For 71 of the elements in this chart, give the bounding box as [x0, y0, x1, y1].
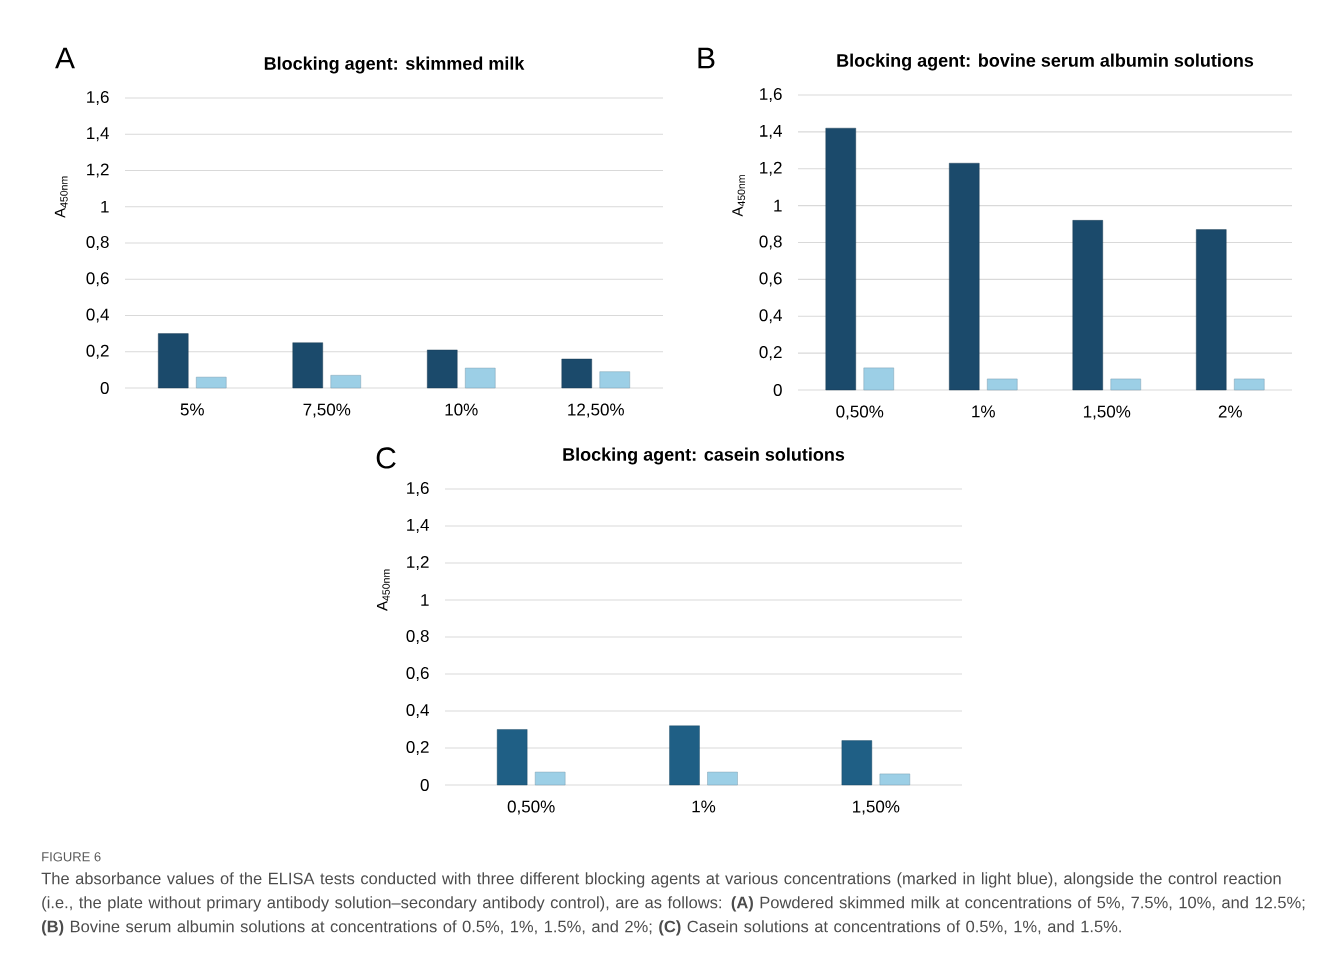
bar	[196, 376, 227, 389]
bar	[1110, 378, 1141, 391]
y-tick-label: 1,4	[407, 519, 429, 533]
bar	[1072, 220, 1103, 391]
y-tick-label: 1,6	[760, 87, 782, 103]
x-tick-label: 7,50%	[303, 403, 351, 418]
bar	[599, 371, 630, 389]
y-tick-label: 1,2	[760, 161, 782, 176]
bar	[292, 342, 323, 389]
bar	[1234, 378, 1265, 391]
text: C	[376, 447, 396, 469]
x-tick-label: 0,50%	[836, 405, 884, 420]
y-tick-label: 0,8	[759, 235, 782, 250]
y-tick-label: 1,2	[87, 163, 109, 178]
y-tick-label: 0,2	[759, 346, 782, 361]
x-tick-label: 0,50%	[507, 800, 555, 815]
y-tick-label: 0,4	[759, 309, 782, 324]
y-tick-label: 0	[773, 383, 782, 397]
y-tick-label: 0,8	[86, 235, 109, 251]
bar	[987, 378, 1018, 391]
x-tick-label: 1,50%	[1083, 405, 1131, 420]
y-tick-label: 1,2	[407, 555, 429, 571]
text: The absorbance values of the ELISA tests conducted with three different blocking agents at various concentrations (marked in light blue), alongside the control reaction (i.e., the plate without primary antibody solution–secondary antibody control), are as follows: (A) Powdered skimmed milk at concentrations of 5%, 7.5%, 10%, and 12.5%; (B) Bovine serum albumin solutions at concentrations of 0.5%, 1%, 1.5%, and 2%; (C) Casein solutions at concentrations of 0.5%, 1%, and 1.5%.	[41, 872, 1305, 936]
bar	[496, 729, 528, 786]
text: A	[55, 47, 75, 69]
x-tick-label: 12,50%	[568, 403, 624, 418]
y-tick-label: 1,4	[87, 127, 109, 142]
x-tick-label: 5%	[180, 403, 204, 416]
y-tick-label: 0,6	[86, 272, 109, 287]
bar	[949, 163, 980, 391]
y-tick-label: 1	[421, 594, 429, 606]
bar	[669, 725, 700, 786]
bar	[825, 127, 856, 391]
y-tick-label: 0,2	[406, 740, 429, 756]
y-tick-label: 1,6	[407, 481, 429, 497]
y-tick-label: 0,4	[406, 703, 429, 719]
y-tick-label: 0,2	[86, 344, 109, 359]
bar	[330, 375, 361, 389]
x-tick-label: 10%	[445, 403, 478, 416]
y-tick-label: 0	[420, 778, 429, 792]
bar	[158, 333, 189, 389]
y-tick-label: 0,6	[406, 666, 429, 682]
y-tick-label: 0,4	[86, 308, 109, 323]
y-tick-label: 1,4	[760, 124, 782, 139]
caption: FIGURE 6	[42, 852, 101, 862]
bar	[534, 771, 566, 786]
bar	[465, 367, 496, 389]
text: B	[698, 47, 715, 69]
bar	[841, 740, 873, 786]
y-axis-title: A$_{450nm}$	[376, 569, 390, 611]
y-axis-title: A$_{450nm}$	[732, 175, 746, 217]
chart-title: Blocking agent: bovine serum albumin solutions	[837, 53, 1254, 71]
bar	[707, 771, 738, 786]
chart-title: Blocking agent: casein solutions	[563, 447, 845, 465]
x-tick-label: 1%	[692, 800, 716, 813]
y-tick-label: 0	[100, 381, 109, 395]
bar	[863, 367, 894, 391]
bar	[427, 349, 458, 389]
x-tick-label: 2%	[1218, 405, 1242, 418]
y-tick-label: 1,6	[87, 90, 109, 106]
bar	[1196, 229, 1227, 391]
y-tick-label: 0,8	[406, 629, 429, 645]
y-tick-label: 0,6	[759, 272, 782, 287]
x-tick-label: 1,50%	[853, 800, 900, 815]
y-tick-label: 1	[774, 199, 782, 212]
bar	[879, 773, 911, 786]
x-tick-label: 1%	[972, 405, 995, 418]
chart-title: Blocking agent: skimmed milk	[264, 56, 525, 74]
y-axis-title: A$_{450nm}$	[54, 176, 68, 218]
bar	[561, 358, 592, 389]
y-tick-label: 1	[101, 200, 109, 213]
